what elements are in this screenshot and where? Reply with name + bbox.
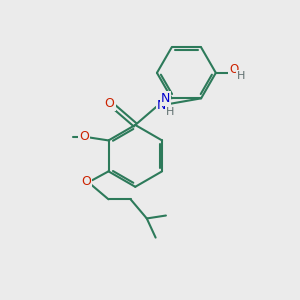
Text: N: N [161, 92, 170, 105]
Text: O: O [105, 97, 115, 110]
Text: O: O [79, 130, 89, 142]
Text: H: H [237, 71, 246, 81]
Text: H: H [166, 107, 174, 117]
Text: O: O [81, 175, 91, 188]
Text: O: O [229, 63, 238, 76]
Text: N: N [157, 99, 167, 112]
